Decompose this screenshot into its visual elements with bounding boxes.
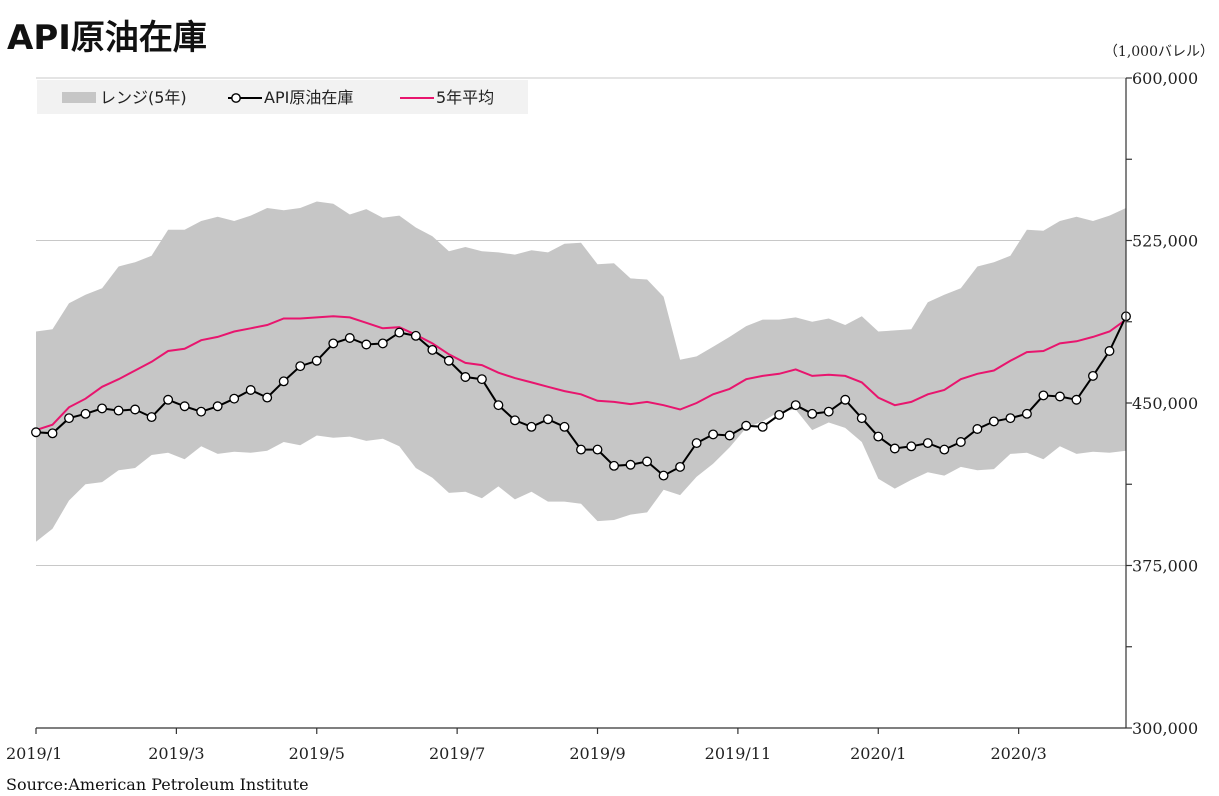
x-tick-label: 2019/5 bbox=[289, 744, 345, 763]
stock-point bbox=[609, 460, 619, 471]
stock-point bbox=[691, 438, 702, 449]
stock-point bbox=[113, 405, 124, 416]
stock-point bbox=[807, 408, 818, 419]
stock-point bbox=[163, 394, 174, 405]
stock-point bbox=[873, 431, 884, 442]
stock-point bbox=[658, 470, 669, 481]
stock-point bbox=[493, 400, 504, 411]
stock-point bbox=[179, 401, 190, 412]
stock-point bbox=[1104, 346, 1115, 356]
stock-point bbox=[708, 429, 719, 440]
stock-point bbox=[394, 327, 405, 338]
stock-point bbox=[278, 376, 289, 387]
x-tick-label: 2019/1 bbox=[6, 744, 62, 763]
stock-point bbox=[625, 459, 636, 470]
stock-point bbox=[377, 338, 388, 349]
stock-point bbox=[196, 406, 207, 417]
x-tick-label: 2019/7 bbox=[429, 744, 485, 763]
y-tick-label: 300,000 bbox=[1132, 719, 1198, 738]
stock-point bbox=[526, 421, 537, 432]
stock-point bbox=[922, 438, 933, 449]
y-tick-label: 600,000 bbox=[1132, 69, 1198, 88]
stock-point bbox=[80, 408, 91, 419]
stock-points bbox=[31, 311, 1131, 481]
y-axis-ticks: 300,000 375,000 450,000 525,000 600,000 bbox=[1126, 69, 1198, 738]
stock-point bbox=[741, 420, 752, 431]
stock-point bbox=[1038, 390, 1049, 401]
stock-point bbox=[675, 461, 686, 472]
stock-point bbox=[889, 443, 900, 454]
stock-point bbox=[1054, 391, 1065, 402]
stock-point bbox=[955, 437, 966, 447]
chart-title: API原油在庫 bbox=[7, 18, 207, 58]
avg-series-line bbox=[35, 315, 1127, 432]
stock-point bbox=[443, 355, 454, 366]
stock-point bbox=[245, 385, 256, 395]
stock-point bbox=[790, 400, 801, 411]
legend-range-label: レンジ(5年) bbox=[100, 88, 187, 107]
stock-point bbox=[823, 406, 834, 417]
legend: レンジ(5年) API原油在庫 5年平均 bbox=[37, 80, 528, 114]
y-tick-label: 525,000 bbox=[1132, 232, 1198, 251]
x-tick-label: 2020/3 bbox=[991, 744, 1047, 763]
stock-point bbox=[64, 413, 74, 424]
stock-point bbox=[988, 416, 999, 427]
range-band bbox=[36, 201, 1126, 542]
stock-point bbox=[47, 428, 58, 439]
legend-background bbox=[37, 80, 528, 114]
stock-point bbox=[410, 330, 421, 341]
stock-point bbox=[31, 427, 41, 438]
stock-point bbox=[212, 401, 223, 412]
stock-point bbox=[1088, 370, 1098, 381]
stock-point bbox=[543, 414, 553, 425]
stock-point bbox=[328, 338, 339, 349]
stock-point bbox=[1005, 413, 1016, 424]
stock-point bbox=[97, 403, 108, 414]
unit-label: （1,000バレル） bbox=[1104, 44, 1214, 60]
stock-point bbox=[460, 372, 471, 382]
stock-point bbox=[856, 413, 867, 424]
x-tick-label: 2019/11 bbox=[705, 744, 771, 763]
legend-range-swatch bbox=[62, 92, 96, 103]
stock-point bbox=[774, 409, 785, 420]
source-note: Source:American Petroleum Institute bbox=[6, 775, 309, 794]
stock-point bbox=[972, 424, 983, 434]
stock-point bbox=[476, 374, 487, 385]
stock-point bbox=[262, 392, 273, 403]
x-tick-label: 2020/1 bbox=[850, 744, 906, 763]
stock-point bbox=[311, 355, 322, 366]
legend-stock-label: API原油在庫 bbox=[264, 88, 353, 107]
legend-avg-label: 5年平均 bbox=[436, 88, 494, 107]
stock-point bbox=[559, 421, 570, 432]
y-tick-label: 450,000 bbox=[1132, 394, 1198, 413]
stock-point bbox=[576, 444, 586, 455]
stock-point bbox=[1071, 394, 1082, 405]
stock-point bbox=[724, 430, 735, 441]
stock-point bbox=[509, 415, 520, 426]
stock-point bbox=[939, 444, 950, 455]
stock-point bbox=[757, 421, 768, 432]
stock-point bbox=[229, 393, 240, 404]
x-axis-ticks: 2019/1 2019/3 2019/5 2019/7 2019/9 2019/11 202… bbox=[6, 728, 1047, 763]
stock-point bbox=[361, 339, 372, 350]
stock-point bbox=[906, 441, 917, 452]
stock-point bbox=[344, 333, 355, 343]
stock-point bbox=[1021, 408, 1032, 419]
stock-point bbox=[295, 361, 306, 372]
x-tick-label: 2019/3 bbox=[148, 744, 204, 763]
stock-point bbox=[130, 404, 141, 415]
stock-point bbox=[427, 344, 438, 355]
stock-point bbox=[840, 394, 851, 405]
y-tick-label: 375,000 bbox=[1132, 557, 1198, 576]
x-tick-label: 2019/9 bbox=[569, 744, 625, 763]
stock-point bbox=[642, 456, 653, 467]
legend-stock-marker bbox=[231, 93, 241, 103]
stock-point bbox=[592, 444, 603, 455]
stock-point bbox=[146, 412, 157, 423]
